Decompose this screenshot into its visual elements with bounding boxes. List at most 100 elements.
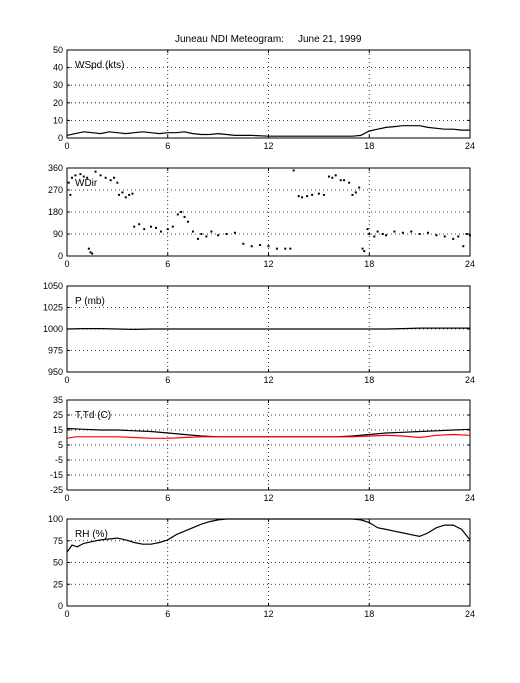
y-tick-label: 40 [53, 63, 63, 73]
y-tick-label: 20 [53, 98, 63, 108]
data-point [233, 231, 236, 234]
y-tick-label: 0 [58, 133, 63, 143]
y-tick-label: 10 [53, 115, 63, 125]
data-point [149, 225, 152, 228]
x-tick-label: 6 [165, 141, 170, 151]
data-point [183, 215, 186, 218]
y-tick-label: 25 [53, 410, 63, 420]
data-point [67, 181, 70, 184]
data-point [322, 193, 325, 196]
x-tick-label: 12 [263, 493, 273, 503]
data-point [86, 176, 89, 179]
data-point [351, 193, 354, 196]
data-point [69, 193, 72, 196]
y-tick-label: 50 [53, 45, 63, 55]
data-point [462, 245, 465, 248]
data-point [393, 230, 396, 233]
data-point [306, 195, 309, 198]
x-tick-label: 12 [263, 259, 273, 269]
y-tick-label: 180 [48, 207, 63, 217]
y-tick-label: 360 [48, 163, 63, 173]
x-tick-label: 18 [364, 141, 374, 151]
x-tick-label: 12 [263, 609, 273, 619]
data-point [267, 245, 270, 248]
y-tick-label: -5 [55, 455, 63, 465]
data-point [171, 225, 174, 228]
y-tick-label: 90 [53, 229, 63, 239]
data-point [465, 233, 468, 235]
temperature-dewpoint-panel: 0 6 12 18 24 -25 -15 -5 5 15 25 35 T,Td (C) [50, 395, 475, 503]
x-tick-label: 0 [64, 493, 69, 503]
data-point [284, 247, 287, 250]
data-point [297, 195, 300, 198]
relative-humidity-panel: 0 6 12 18 24 0 25 50 75 100 RH (%) [48, 514, 475, 619]
data-point [74, 174, 77, 177]
series-line [66, 125, 470, 137]
x-tick-label: 18 [364, 609, 374, 619]
x-tick-label: 6 [165, 493, 170, 503]
data-point [154, 226, 157, 229]
data-point [196, 237, 199, 240]
y-tick-label: 1000 [43, 324, 63, 334]
data-point [225, 233, 228, 235]
data-point [91, 252, 94, 255]
data-point [200, 233, 203, 235]
x-tick-label: 24 [465, 609, 475, 619]
data-point [385, 234, 388, 237]
panel-label: WDir [75, 178, 98, 189]
data-point [343, 179, 346, 182]
data-point [401, 231, 404, 234]
data-point [186, 220, 189, 223]
data-point [180, 211, 183, 213]
series-line [66, 433, 471, 439]
data-point [217, 234, 220, 237]
panel-label: WSpd (kts) [75, 60, 124, 71]
data-point [361, 247, 364, 250]
data-point [121, 191, 124, 194]
x-tick-label: 0 [64, 375, 69, 385]
x-tick-label: 0 [64, 141, 69, 151]
data-point [327, 175, 330, 178]
y-tick-label: 270 [48, 185, 63, 195]
y-tick-label: 25 [53, 579, 63, 589]
x-tick-label: 24 [465, 493, 475, 503]
data-point [138, 223, 141, 226]
y-tick-label: -15 [50, 470, 63, 480]
wind-direction-panel: 0 6 12 18 24 0 90 180 270 360 WDir [48, 163, 475, 269]
data-point [133, 225, 136, 228]
y-tick-label: 950 [48, 367, 63, 377]
y-tick-label: 35 [53, 395, 63, 405]
data-point [205, 235, 208, 238]
data-point [410, 230, 413, 233]
data-point [94, 170, 97, 173]
x-tick-label: 6 [165, 375, 170, 385]
data-point [373, 235, 376, 238]
data-point [124, 196, 127, 199]
data-point [89, 251, 92, 254]
data-point [275, 247, 278, 250]
data-point [210, 230, 213, 233]
data-point [435, 234, 438, 237]
series-line [66, 327, 470, 331]
data-point [381, 233, 384, 235]
data-point [191, 230, 194, 233]
x-tick-label: 12 [263, 375, 273, 385]
data-point [301, 196, 304, 199]
data-point [176, 213, 179, 216]
data-point [71, 176, 74, 179]
data-point [427, 231, 430, 234]
data-point [339, 179, 342, 182]
data-point [334, 174, 337, 177]
x-tick-label: 6 [165, 259, 170, 269]
data-point [469, 234, 471, 237]
data-point [457, 235, 460, 238]
data-point [99, 174, 102, 177]
data-point [118, 193, 121, 196]
y-tick-label: 0 [58, 601, 63, 611]
panel-label: T,Td (C) [75, 410, 111, 421]
panel-label: P (mb) [75, 296, 105, 307]
data-point [79, 173, 82, 176]
data-point [354, 191, 357, 194]
data-point [109, 179, 112, 182]
